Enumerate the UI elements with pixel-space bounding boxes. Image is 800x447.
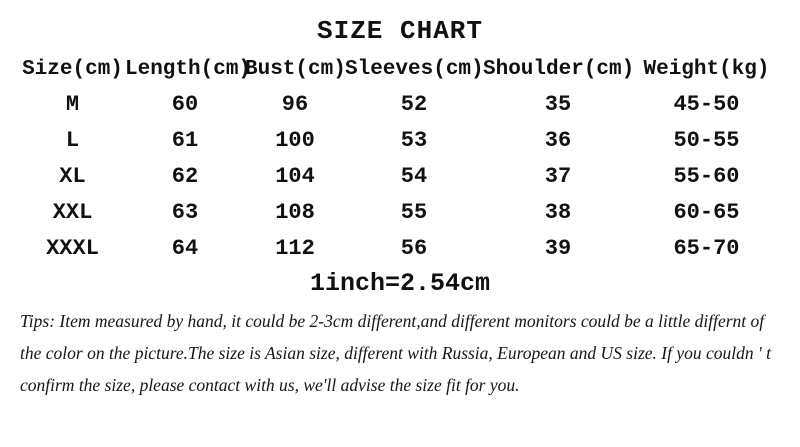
table-cell: 62: [171, 163, 199, 189]
size-chart-table: Size(cm) Length(cm) Bust(cm) Sleeves(cm)…: [20, 52, 780, 266]
column-header-weight: Weight(kg): [643, 57, 770, 81]
table-row-xxxl: XXXL 64 112 56 39 65-70: [20, 230, 780, 266]
table-cell: L: [65, 127, 80, 153]
table-cell: 108: [275, 199, 315, 225]
table-cell: 65-70: [673, 235, 740, 261]
table-cell: 53: [400, 127, 428, 153]
column-header-size: Size(cm): [22, 57, 123, 81]
table-row-m: M 60 96 52 35 45-50: [20, 86, 780, 122]
table-cell: 64: [171, 235, 199, 261]
table-cell: 61: [171, 127, 199, 153]
table-row-l: L 61 100 53 36 50-55: [20, 122, 780, 158]
inch-conversion-note: 1inch=2.54cm: [309, 269, 491, 298]
table-cell: 100: [275, 127, 315, 153]
column-header-sleeves: Sleeves(cm): [345, 57, 484, 81]
table-cell: 96: [281, 91, 309, 117]
table-cell: 36: [544, 127, 572, 153]
table-cell: 63: [171, 199, 199, 225]
table-cell: 104: [275, 163, 315, 189]
tips-paragraph: Tips: Item measured by hand, it could be…: [20, 311, 771, 395]
table-cell: 55: [400, 199, 428, 225]
table-cell: 60-65: [673, 199, 740, 225]
page-title: SIZE CHART: [316, 16, 484, 46]
table-cell: 56: [400, 235, 428, 261]
table-cell: XXXL: [46, 235, 99, 261]
column-header-bust: Bust(cm): [245, 57, 346, 81]
table-row-xl: XL 62 104 54 37 55-60: [20, 158, 780, 194]
table-cell: 52: [400, 91, 428, 117]
table-cell: 45-50: [673, 91, 740, 117]
column-header-length: Length(cm): [125, 57, 252, 81]
table-cell: 60: [171, 91, 199, 117]
table-cell: XXL: [52, 199, 93, 225]
table-cell: 50-55: [673, 127, 740, 153]
table-cell: 38: [544, 199, 572, 225]
table-cell: 35: [544, 91, 572, 117]
table-cell: XL: [59, 163, 86, 189]
table-cell: M: [65, 91, 80, 117]
table-header-row: Size(cm) Length(cm) Bust(cm) Sleeves(cm)…: [20, 52, 780, 86]
table-cell: 54: [400, 163, 428, 189]
table-row-xxl: XXL 63 108 55 38 60-65: [20, 194, 780, 230]
table-cell: 112: [275, 235, 315, 261]
table-cell: 37: [544, 163, 572, 189]
table-cell: 39: [544, 235, 572, 261]
column-header-shoulder: Shoulder(cm): [483, 57, 635, 81]
table-cell: 55-60: [673, 163, 740, 189]
